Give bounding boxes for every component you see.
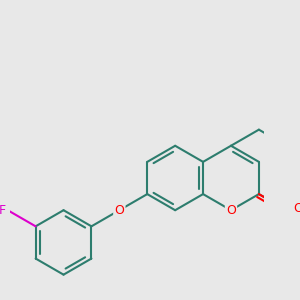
Text: F: F bbox=[0, 204, 6, 217]
Text: O: O bbox=[294, 202, 300, 215]
Text: O: O bbox=[114, 204, 124, 217]
Text: O: O bbox=[226, 204, 236, 217]
